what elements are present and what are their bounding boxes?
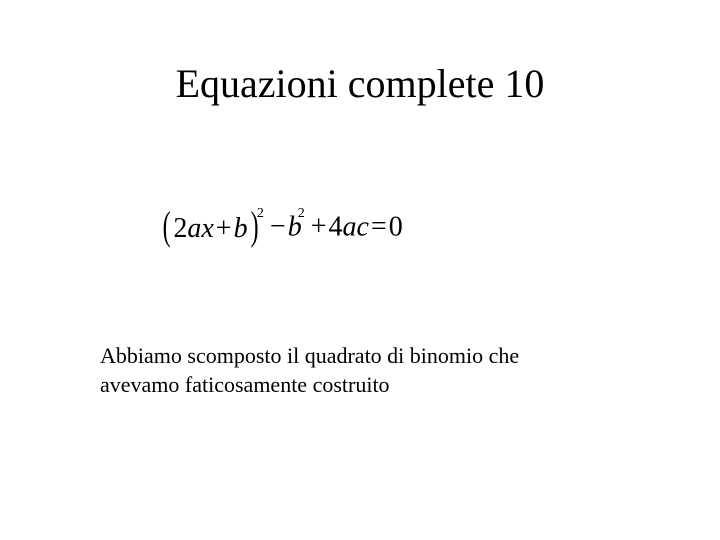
var-x: x <box>201 213 213 244</box>
equation: (2ax+b)2−b2+4ac=0 <box>160 197 660 247</box>
body-text: Abbiamo scomposto il quadrato di binomio… <box>100 342 580 399</box>
op-minus: − <box>270 211 286 242</box>
var-a: a <box>187 213 201 244</box>
rhs-zero: 0 <box>389 211 403 242</box>
op-plus2: + <box>311 211 327 242</box>
var-c: c <box>356 211 368 242</box>
eq-inner: 2ax+b <box>173 204 247 254</box>
exp-2b: 2 <box>298 206 305 221</box>
slide-title: Equazioni complete 10 <box>60 60 660 107</box>
body-line-1: Abbiamo scomposto il quadrato di binomio… <box>100 343 519 368</box>
coef-2: 2 <box>173 213 187 244</box>
left-paren: ( <box>163 201 171 251</box>
body-line-2: avevamo faticosamente costruito <box>100 372 390 397</box>
var-a2: a <box>342 211 356 242</box>
var-b: b <box>234 213 248 244</box>
exp-2a: 2 <box>257 206 264 221</box>
slide-container: Equazioni complete 10 (2ax+b)2−b2+4ac=0 … <box>0 0 720 540</box>
op-plus1: + <box>216 213 232 244</box>
op-equals: = <box>371 211 387 242</box>
coef-4: 4 <box>328 211 342 242</box>
